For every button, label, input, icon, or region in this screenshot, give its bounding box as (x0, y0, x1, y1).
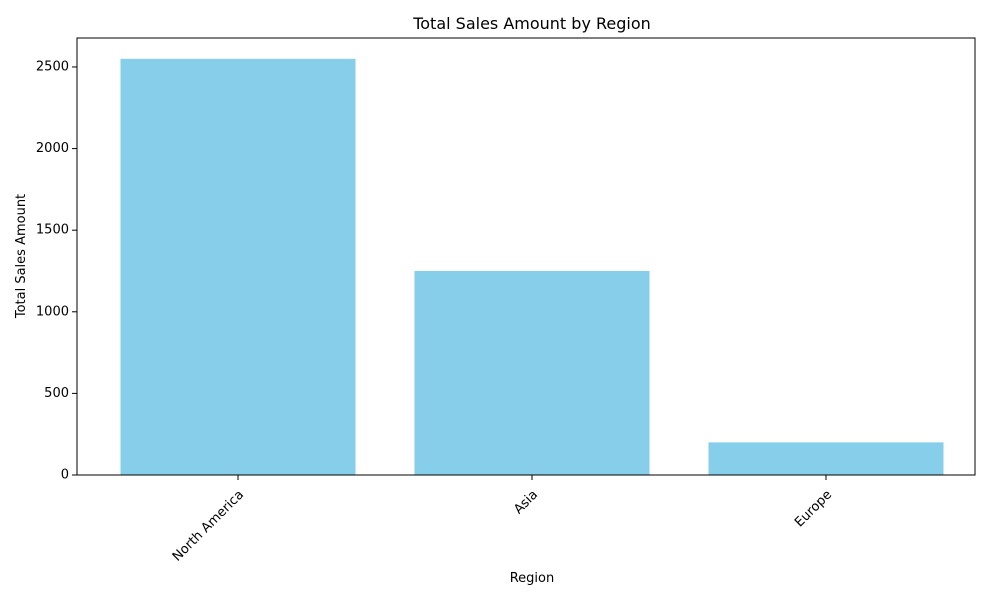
x-tick-label: Europe (792, 487, 835, 530)
bars-group (120, 58, 944, 476)
x-tick-label: North America (170, 487, 247, 564)
y-tick-label: 0 (61, 468, 69, 483)
bar-north-america (120, 58, 356, 476)
y-axis-title: Total Sales Amount (14, 194, 29, 319)
plot-frame (76, 37, 976, 476)
x-axis: North America Asia Europe (170, 475, 835, 565)
y-axis: 0 500 1000 1500 2000 2500 (36, 59, 77, 483)
y-tick-label: 1000 (36, 304, 69, 319)
x-axis-title: Region (510, 571, 555, 586)
x-tick-label: Asia (511, 487, 541, 517)
y-tick-label: 2500 (36, 59, 69, 74)
y-tick-label: 2000 (36, 141, 69, 156)
y-tick-label: 1500 (36, 223, 69, 238)
bar-asia (414, 270, 650, 475)
chart-title: Total Sales Amount by Region (412, 14, 651, 33)
y-tick-label: 500 (44, 386, 69, 401)
bar-europe (708, 442, 944, 475)
